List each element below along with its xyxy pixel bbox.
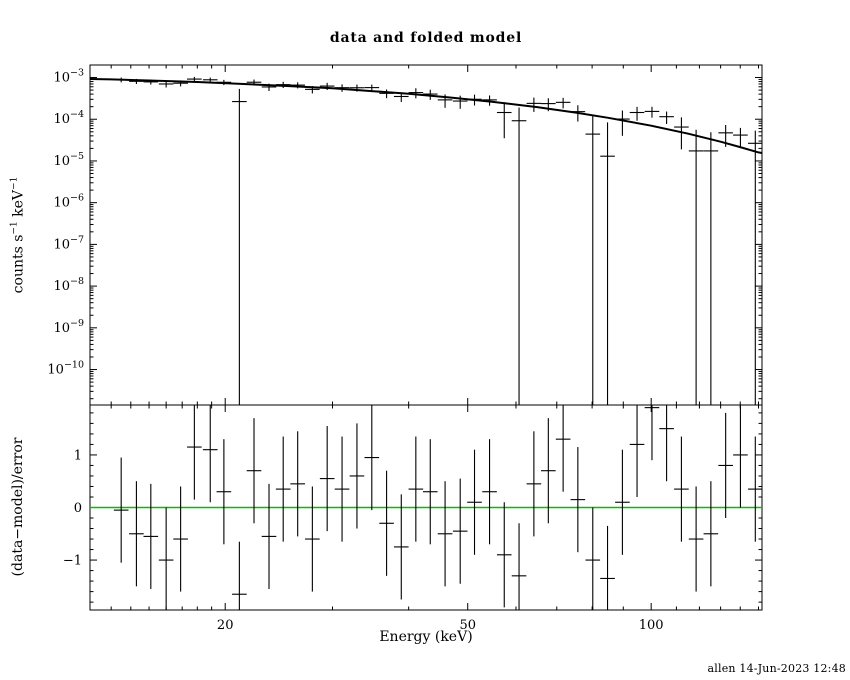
y-tick-label-resid: −1 — [63, 554, 82, 569]
tick-labels: 20 50 100 10−3 10−4 10−5 10−6 10−7 10−8 10−9 10−10… — [47, 68, 663, 633]
y-tick-label-log: 10−4 — [53, 109, 84, 127]
y-axis-label-counts: counts s−1 keV−1 — [9, 176, 27, 294]
y-tick-label-log: 10−9 — [53, 318, 84, 336]
y-tick-label-log: 10−3 — [53, 68, 84, 86]
y-tick-label-log: 10−6 — [53, 193, 84, 211]
plot-title: data and folded model — [329, 30, 523, 46]
spectrum-data-points — [113, 76, 762, 405]
y-tick-label-log: 10−8 — [53, 276, 84, 294]
x-tick-label: 20 — [217, 618, 234, 633]
y-tick-label-log: 10−7 — [53, 234, 84, 252]
axis-ticks — [90, 65, 762, 610]
y-axis-label-residuals: (data−model)/error — [10, 437, 26, 577]
residual-points — [113, 405, 762, 610]
x-tick-label: 50 — [459, 618, 476, 633]
plot-frame — [89, 64, 763, 611]
x-tick-label: 100 — [639, 618, 664, 633]
model-curve — [89, 78, 763, 154]
y-tick-label-log: 10−10 — [47, 360, 84, 378]
x-axis-label: Energy (keV) — [379, 629, 473, 645]
timestamp-annotation: allen 14-Jun-2023 12:48 — [707, 662, 846, 675]
y-tick-label-log: 10−5 — [53, 151, 84, 169]
y-tick-label-resid: 1 — [74, 448, 82, 463]
y-tick-label-resid: 0 — [74, 501, 82, 516]
